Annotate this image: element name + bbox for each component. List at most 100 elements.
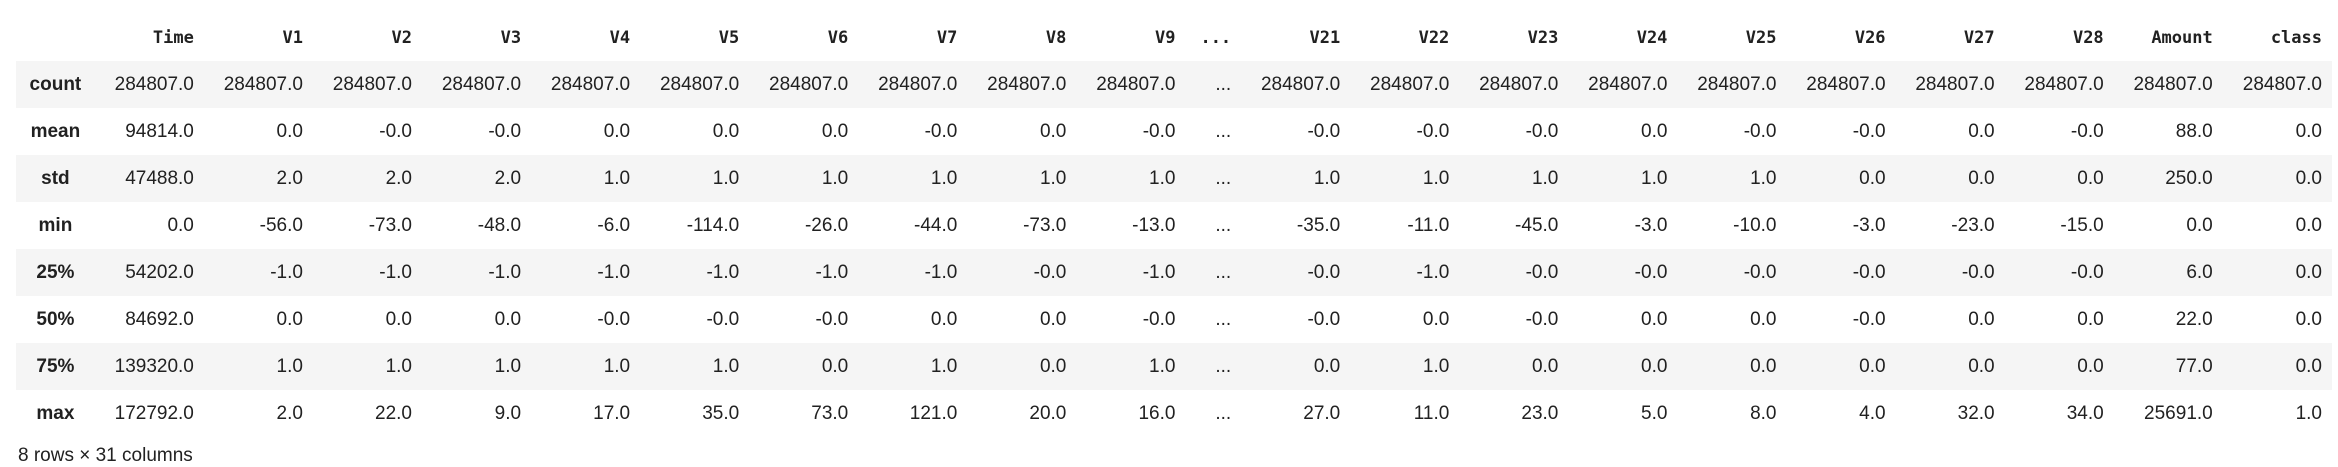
table-cell: ... — [1215, 73, 1232, 95]
table-cell: 284807.0 — [769, 73, 849, 95]
column-header: V27 — [1963, 27, 1995, 48]
table-cell: 0.0 — [1750, 308, 1777, 330]
table-cell: 0.0 — [276, 308, 303, 330]
table-cell: 16.0 — [1138, 402, 1176, 424]
table-cell: -0.0 — [1743, 120, 1777, 142]
column-header: V4 — [609, 27, 631, 48]
row-label: max — [36, 402, 75, 424]
table-cell: 284807.0 — [2133, 73, 2213, 95]
table-cell: 0.0 — [1750, 355, 1777, 377]
table-cell: -0.0 — [1634, 261, 1668, 283]
table-cell: 284807.0 — [878, 73, 958, 95]
table-cell: 54202.0 — [125, 261, 194, 283]
table-cell: 0.0 — [167, 214, 194, 236]
table-cell: -23.0 — [1951, 214, 1995, 236]
table-cell: 139320.0 — [114, 355, 194, 377]
table-cell: -1.0 — [924, 261, 958, 283]
table-cell: 0.0 — [1968, 167, 1995, 189]
table-cell: 284807.0 — [1096, 73, 1176, 95]
table-cell: -13.0 — [1132, 214, 1176, 236]
table-cell: -114.0 — [686, 214, 740, 236]
table-header: Time V1 V2 V3 V4 V5 V6 V7 V8 V9... V21 V22 V23 V24 V25… — [16, 14, 2332, 61]
column-header: Amount — [2151, 27, 2213, 48]
table-cell: 0.0 — [385, 308, 412, 330]
table-cell: 22.0 — [375, 402, 412, 424]
table-cell: 0.0 — [1968, 120, 1995, 142]
table-cell: -3.0 — [1634, 214, 1668, 236]
table-cell: 32.0 — [1957, 402, 1995, 424]
column-header: V8 — [1045, 27, 1067, 48]
column-header: V7 — [936, 27, 958, 48]
table-cell: 1.0 — [1750, 167, 1777, 189]
table-cell: 23.0 — [1521, 402, 1559, 424]
table-cell: -0.0 — [815, 308, 849, 330]
table-cell: 1.0 — [2295, 402, 2322, 424]
table-cell: 11.0 — [1413, 402, 1450, 424]
table-cell: 0.0 — [1968, 308, 1995, 330]
table-row: count 284807.0 284807.0 284807.0 284807.0 284… — [16, 61, 2332, 108]
column-header: V1 — [282, 27, 303, 48]
table-cell: ... — [1215, 167, 1232, 189]
row-label: 25% — [36, 261, 75, 283]
table-cell: 284807.0 — [1915, 73, 1995, 95]
table-cell: 1.0 — [603, 355, 631, 377]
table-cell: 47488.0 — [125, 167, 194, 189]
table-cell: 0.0 — [2186, 214, 2213, 236]
table-cell: 2.0 — [276, 167, 303, 189]
dataframe-output: Time V1 V2 V3 V4 V5 V6 V7 V8 V9... V21 V22 V23 V24 V25… — [16, 14, 2338, 467]
table-cell: -26.0 — [804, 214, 849, 236]
table-cell: 0.0 — [2295, 261, 2322, 283]
table-row: std 47488.0 2.0 2.0 2.0 1.0 1.0 1.0 1.0 1.0 1.0...… — [16, 155, 2332, 202]
table-cell: -1.0 — [597, 261, 631, 283]
index-header — [16, 14, 95, 61]
table-cell: 1.0 — [930, 355, 958, 377]
table-cell: ... — [1215, 214, 1232, 236]
table-body: count 284807.0 284807.0 284807.0 284807.0 284… — [16, 61, 2332, 437]
table-cell: 6.0 — [2186, 261, 2213, 283]
table-cell: ... — [1215, 402, 1232, 424]
table-cell: -10.0 — [1733, 214, 1777, 236]
table-cell: 0.0 — [1859, 355, 1886, 377]
table-cell: ... — [1215, 308, 1232, 330]
table-cell: 0.0 — [1859, 167, 1886, 189]
table-cell: -73.0 — [368, 214, 412, 236]
table-cell: -0.0 — [1852, 261, 1886, 283]
column-header: class — [2270, 27, 2322, 48]
table-cell: -0.0 — [1525, 308, 1559, 330]
table-cell: -0.0 — [1743, 261, 1777, 283]
table-cell: 172792.0 — [114, 402, 194, 424]
table-cell: 284807.0 — [550, 73, 631, 95]
table-cell: 0.0 — [2295, 214, 2322, 236]
row-label: 75% — [36, 355, 75, 377]
table-cell: 284807.0 — [1370, 73, 1450, 95]
column-header: V25 — [1745, 27, 1777, 48]
row-label: mean — [30, 120, 81, 142]
column-header: V26 — [1854, 27, 1886, 48]
table-cell: 284807.0 — [223, 73, 303, 95]
table-cell: 0.0 — [1313, 355, 1341, 377]
table-cell: -1.0 — [379, 261, 412, 283]
table-row: min 0.0 -56.0 -73.0 -48.0 -6.0 -114.0 -26.0 -44.… — [16, 202, 2332, 249]
table-cell: -0.0 — [1525, 261, 1559, 283]
table-cell: 2.0 — [494, 167, 522, 189]
table-cell: -1.0 — [706, 261, 740, 283]
column-header: V22 — [1418, 27, 1450, 48]
table-cell: -73.0 — [1023, 214, 1067, 236]
table-cell: 1.0 — [1641, 167, 1668, 189]
table-cell: -0.0 — [1307, 308, 1341, 330]
table-cell: 8.0 — [1750, 402, 1777, 424]
table-cell: -0.0 — [1307, 261, 1341, 283]
column-header: V9 — [1154, 27, 1176, 48]
table-cell: 0.0 — [821, 355, 849, 377]
column-header: V24 — [1636, 27, 1668, 48]
describe-table: Time V1 V2 V3 V4 V5 V6 V7 V8 V9... V21 V22 V23 V24 V25… — [16, 14, 2332, 437]
table-cell: 1.0 — [712, 167, 740, 189]
table-cell: 0.0 — [2077, 355, 2104, 377]
table-cell: 5.0 — [1641, 402, 1668, 424]
column-header: V23 — [1527, 27, 1559, 48]
table-cell: -3.0 — [1852, 214, 1886, 236]
table-cell: 84692.0 — [125, 308, 194, 330]
column-header: V21 — [1309, 27, 1341, 48]
table-cell: -1.0 — [815, 261, 849, 283]
